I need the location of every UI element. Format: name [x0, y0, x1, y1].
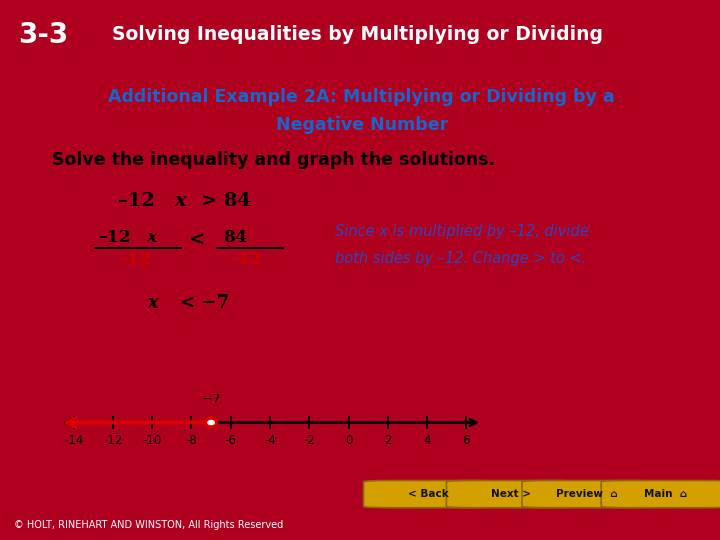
Text: Negative Number: Negative Number: [276, 116, 448, 134]
Text: Additional Example 2A: Multiplying or Dividing by a: Additional Example 2A: Multiplying or Di…: [109, 87, 615, 105]
Text: x: x: [174, 192, 186, 210]
Text: < Back: < Back: [408, 489, 449, 499]
Text: © HOLT, RINEHART AND WINSTON, All Rights Reserved: © HOLT, RINEHART AND WINSTON, All Rights…: [14, 520, 284, 530]
Text: Since x is multiplied by –12, divide: Since x is multiplied by –12, divide: [336, 225, 589, 239]
Text: 2: 2: [384, 434, 392, 447]
Text: < −7: < −7: [174, 294, 229, 312]
Text: 6: 6: [463, 434, 470, 447]
Text: -8: -8: [186, 434, 197, 447]
Text: -4: -4: [264, 434, 276, 447]
Text: –12: –12: [98, 228, 131, 246]
Text: -6: -6: [225, 434, 237, 447]
FancyBboxPatch shape: [522, 481, 652, 508]
Circle shape: [206, 418, 217, 427]
Text: > 84: > 84: [194, 192, 251, 210]
Text: <: <: [189, 231, 206, 249]
Text: Preview  ⌂: Preview ⌂: [556, 489, 618, 499]
Text: –12: –12: [118, 251, 150, 268]
Text: 3-3: 3-3: [18, 21, 68, 49]
Text: –12: –12: [229, 251, 261, 268]
Text: -10: -10: [143, 434, 162, 447]
Text: -14: -14: [64, 434, 84, 447]
Text: 84: 84: [223, 228, 248, 246]
Text: Next >: Next >: [491, 489, 531, 499]
Text: 4: 4: [423, 434, 431, 447]
Text: –12: –12: [118, 192, 155, 210]
FancyBboxPatch shape: [364, 481, 493, 508]
Text: Main  ⌂: Main ⌂: [644, 489, 688, 499]
Text: −7: −7: [202, 394, 221, 407]
Text: -12: -12: [103, 434, 122, 447]
FancyBboxPatch shape: [601, 481, 720, 508]
Text: 0: 0: [345, 434, 352, 447]
Text: both sides by –12. Change > to <.: both sides by –12. Change > to <.: [336, 251, 587, 266]
Text: -2: -2: [303, 434, 315, 447]
Text: Solve the inequality and graph the solutions.: Solve the inequality and graph the solut…: [52, 151, 495, 169]
FancyBboxPatch shape: [446, 481, 576, 508]
Text: x: x: [148, 294, 158, 312]
Text: Solving Inequalities by Multiplying or Dividing: Solving Inequalities by Multiplying or D…: [112, 25, 603, 44]
Text: x: x: [146, 228, 157, 246]
